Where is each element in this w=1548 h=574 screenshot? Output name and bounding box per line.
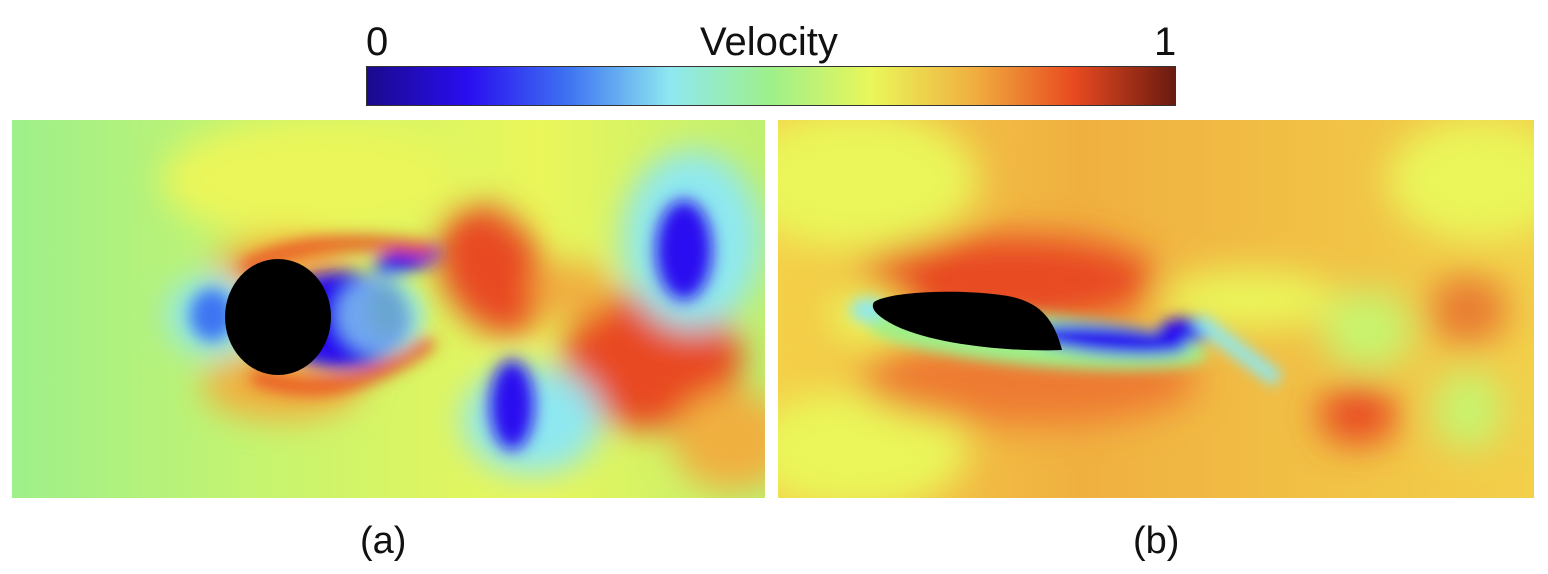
panel-b-airfoil-flow — [778, 120, 1534, 498]
panel-b-caption: (b) — [1133, 520, 1180, 562]
colorbar-title: Velocity — [700, 20, 838, 64]
cylinder-obstacle — [225, 259, 331, 375]
colorbar-max-label: 1 — [1154, 20, 1177, 64]
panel-b-velocity-field — [778, 120, 1534, 498]
colorbar-min-label: 0 — [366, 20, 389, 64]
airfoil-obstacle — [872, 291, 1062, 351]
panel-a-velocity-field — [12, 120, 765, 498]
panel-a-caption: (a) — [360, 520, 407, 562]
velocity-colorbar — [366, 66, 1176, 106]
panel-a-cylinder-flow — [12, 120, 765, 498]
